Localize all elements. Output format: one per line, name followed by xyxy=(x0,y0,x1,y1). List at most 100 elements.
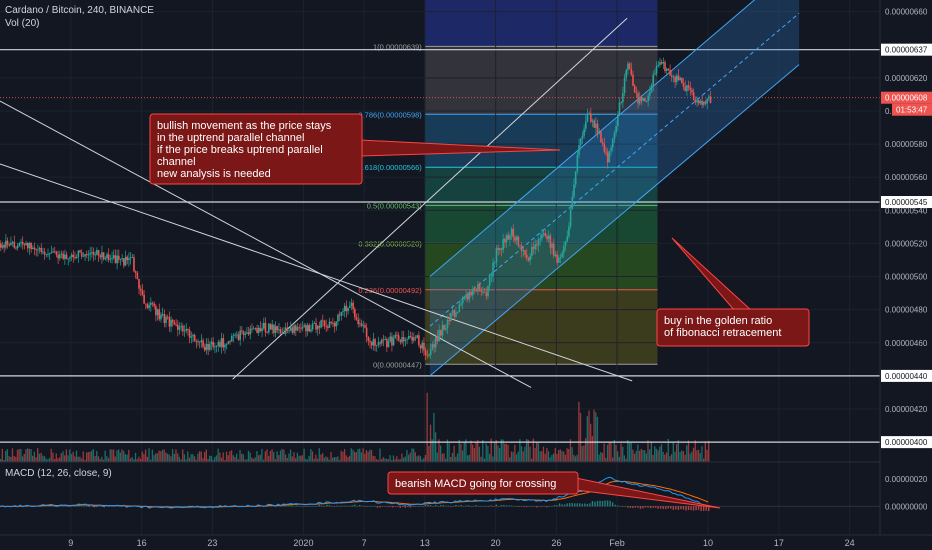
candlesticks xyxy=(0,57,712,361)
volume-bar xyxy=(440,445,442,463)
candle-body xyxy=(477,284,479,292)
volume-bar xyxy=(569,439,572,463)
candle-body xyxy=(220,338,223,348)
volume-bar xyxy=(433,412,435,463)
annotation-macd[interactable]: bearish MACD going for crossing xyxy=(387,471,721,509)
volume-bar xyxy=(608,442,610,463)
volume-bar xyxy=(178,456,180,463)
volume-bar xyxy=(42,455,44,463)
volume-bar xyxy=(274,459,277,463)
macd-histogram-bar xyxy=(536,506,538,508)
candle-body xyxy=(676,75,678,83)
volume-bar xyxy=(438,439,440,463)
volume-bar xyxy=(207,458,209,463)
macd-histogram-bar xyxy=(563,504,566,507)
candle-body xyxy=(389,336,392,342)
candle-body xyxy=(155,306,157,316)
volume-bar xyxy=(284,454,287,463)
candle-body xyxy=(33,247,36,250)
candle-body xyxy=(188,330,191,338)
candle-body xyxy=(175,324,177,326)
candle-body xyxy=(682,83,685,87)
volume-bar xyxy=(386,458,388,463)
volume-bar xyxy=(295,458,297,463)
volume-bar xyxy=(692,447,695,463)
fibonacci-retracement[interactable]: 1(0.00000639) 0.786(0.00000598) 0.618(0.00… xyxy=(358,0,658,369)
volume-bar xyxy=(128,449,130,463)
volume-bar xyxy=(25,449,27,463)
volume-bar xyxy=(264,451,266,463)
macd-histogram-bar xyxy=(687,506,690,511)
callout-text: bearish MACD going for crossing xyxy=(395,478,556,490)
candle-body xyxy=(524,250,526,255)
candle-body xyxy=(659,62,661,65)
volume-bar xyxy=(649,449,651,463)
volume-bar xyxy=(180,459,182,463)
candle-body xyxy=(647,95,649,102)
candle-body xyxy=(702,101,705,105)
volume-bar xyxy=(696,450,698,463)
volume-bar xyxy=(306,459,309,463)
macd-histogram-bar xyxy=(101,506,103,507)
candle-body xyxy=(401,337,403,343)
volume-bar xyxy=(571,447,573,463)
candle-body xyxy=(367,336,370,342)
candle-body xyxy=(374,339,376,346)
trendlines[interactable] xyxy=(0,17,633,388)
macd-histogram-bar xyxy=(708,506,710,512)
candle-body xyxy=(559,256,562,258)
volume-bar xyxy=(595,412,597,463)
volume-bar xyxy=(246,459,248,463)
candle-body xyxy=(684,86,687,92)
candle-body xyxy=(492,262,494,277)
candle-body xyxy=(574,171,577,185)
macd-histogram-bar xyxy=(338,506,341,507)
candle-body xyxy=(709,96,712,103)
level-tag-text: 0.00000637 xyxy=(885,46,928,55)
macd-histogram-bar xyxy=(371,506,374,507)
macd-histogram-bar xyxy=(346,505,348,507)
horizontal-levels[interactable] xyxy=(0,49,880,443)
volume-bar xyxy=(23,453,25,463)
volume-bar xyxy=(28,448,30,463)
callout-box xyxy=(149,113,363,185)
macd-histogram-bar xyxy=(445,505,447,507)
volume-bar xyxy=(522,451,524,463)
volume-bar xyxy=(348,455,351,463)
volume-bar xyxy=(271,449,273,463)
volume-bar xyxy=(536,442,538,463)
volume-bar xyxy=(598,454,600,463)
candle-body xyxy=(200,340,203,342)
volume-bar xyxy=(33,451,36,463)
volume-bar xyxy=(107,458,110,463)
candle-body xyxy=(488,276,491,286)
candle-body xyxy=(421,342,424,349)
volume-bar xyxy=(212,459,214,463)
volume-bar xyxy=(463,442,465,463)
candle-body xyxy=(340,311,343,316)
candle-body xyxy=(708,96,710,99)
volume-bar xyxy=(525,439,528,463)
macd-histogram-bar xyxy=(660,506,662,509)
candle-body xyxy=(640,96,643,101)
volume-bar xyxy=(116,450,118,463)
candle-body xyxy=(689,87,692,90)
volume-bar xyxy=(613,439,615,463)
volume-bar xyxy=(670,454,673,463)
volume-bar xyxy=(251,457,253,463)
volume-bar xyxy=(672,442,674,463)
macd-histogram-bar xyxy=(665,506,667,510)
volume-bar xyxy=(215,455,218,463)
candle-body xyxy=(697,100,700,104)
macd-histogram-bar xyxy=(48,505,50,507)
candle-body xyxy=(139,288,142,291)
macd-histogram-bar xyxy=(604,500,606,507)
macd-histogram-bar xyxy=(568,503,571,507)
volume-bar xyxy=(112,449,115,463)
macd-tick: 0.00000000 xyxy=(885,502,928,511)
volume-bar xyxy=(507,444,509,463)
